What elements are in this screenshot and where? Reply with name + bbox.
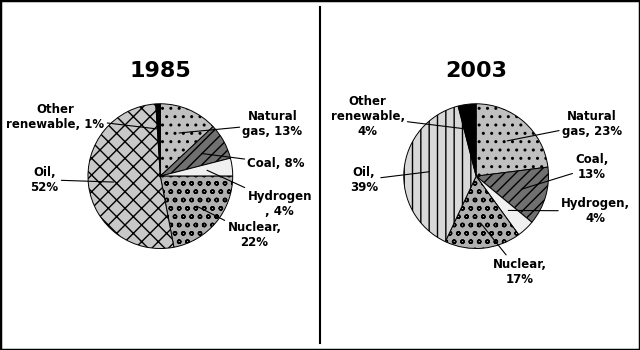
Wedge shape: [161, 158, 233, 176]
Text: Other
renewable, 1%: Other renewable, 1%: [6, 103, 159, 131]
Title: 2003: 2003: [445, 61, 507, 81]
Text: Coal,
13%: Coal, 13%: [522, 153, 609, 189]
Text: Natural
gas, 13%: Natural gas, 13%: [179, 110, 303, 138]
Wedge shape: [458, 104, 476, 176]
Title: 1985: 1985: [129, 61, 191, 81]
Wedge shape: [445, 176, 518, 248]
Wedge shape: [161, 104, 213, 176]
Text: Coal, 8%: Coal, 8%: [202, 154, 305, 170]
Wedge shape: [161, 176, 233, 247]
Text: Nuclear,
22%: Nuclear, 22%: [196, 206, 282, 250]
Wedge shape: [88, 104, 174, 248]
Wedge shape: [476, 176, 532, 235]
Text: Nuclear,
17%: Nuclear, 17%: [481, 223, 547, 286]
Wedge shape: [161, 127, 230, 176]
Text: Other
renewable,
4%: Other renewable, 4%: [330, 95, 470, 138]
Wedge shape: [476, 167, 548, 222]
Wedge shape: [156, 104, 161, 176]
Text: Oil,
39%: Oil, 39%: [350, 166, 429, 194]
Text: Natural
gas, 23%: Natural gas, 23%: [508, 110, 622, 141]
Wedge shape: [404, 106, 476, 242]
Wedge shape: [476, 104, 548, 176]
Text: Oil,
52%: Oil, 52%: [31, 166, 114, 194]
Text: Hydrogen
, 4%: Hydrogen , 4%: [207, 170, 312, 218]
Text: Hydrogen,
4%: Hydrogen, 4%: [508, 197, 630, 225]
